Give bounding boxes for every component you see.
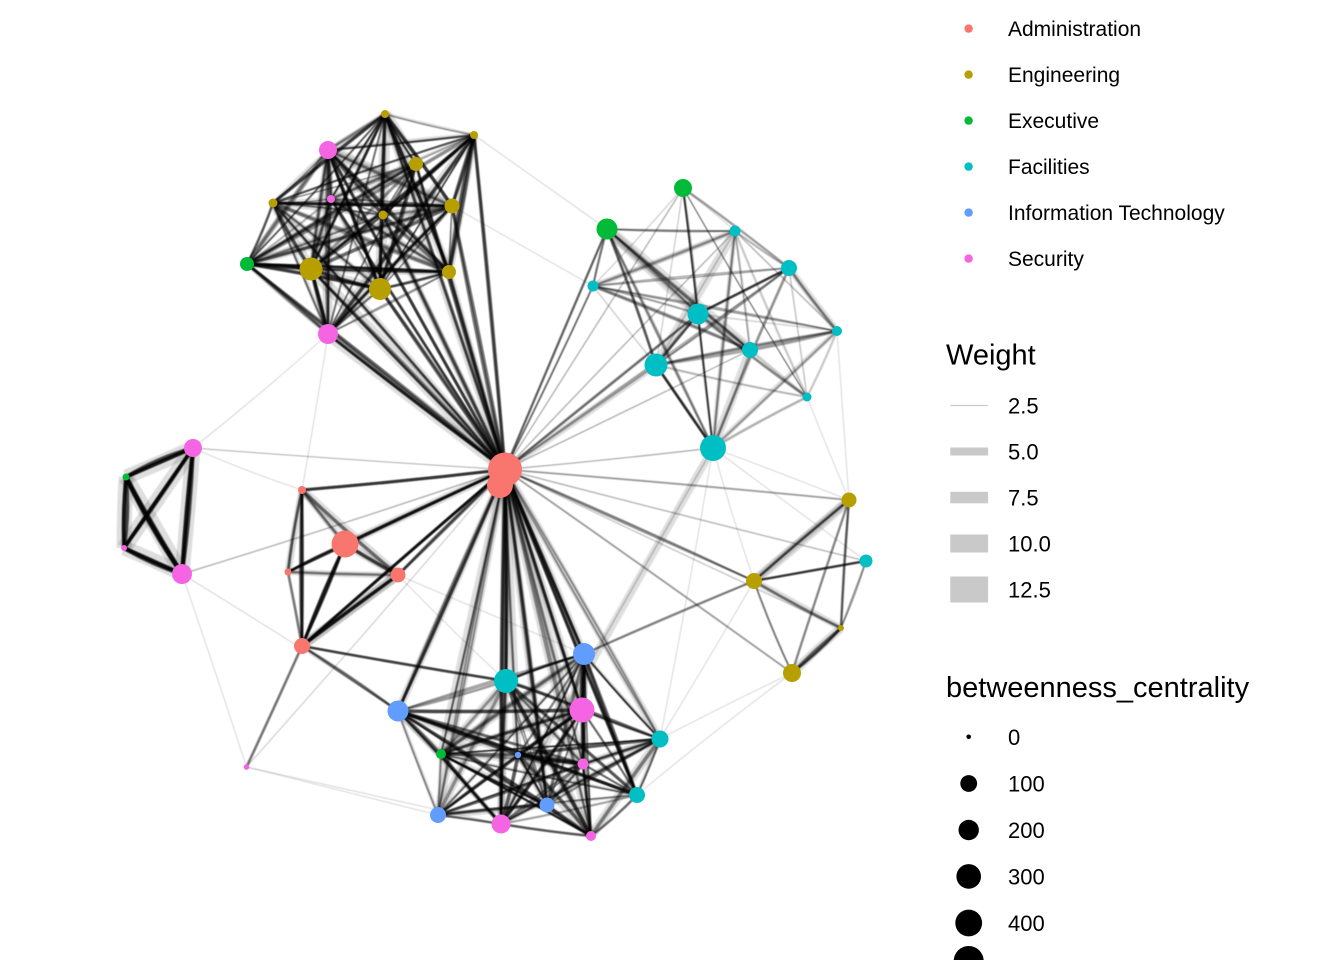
svg-text:5.0: 5.0 [1008, 440, 1039, 465]
svg-text:2.5: 2.5 [1008, 394, 1039, 419]
svg-text:Administration: Administration [1008, 18, 1141, 41]
svg-text:Weight: Weight [946, 340, 1036, 372]
svg-text:Security: Security [1008, 248, 1084, 271]
svg-text:Facilities: Facilities [1008, 156, 1090, 179]
svg-text:12.5: 12.5 [1008, 578, 1051, 603]
svg-text:200: 200 [1008, 818, 1045, 843]
svg-text:7.5: 7.5 [1008, 486, 1039, 511]
svg-text:Executive: Executive [1008, 110, 1099, 133]
svg-text:300: 300 [1008, 864, 1045, 889]
svg-text:10.0: 10.0 [1008, 532, 1051, 557]
svg-text:betweenness_centrality: betweenness_centrality [946, 672, 1250, 704]
svg-text:0: 0 [1008, 725, 1020, 750]
svg-text:Information Technology: Information Technology [1008, 202, 1225, 225]
svg-text:Engineering: Engineering [1008, 64, 1120, 87]
svg-text:100: 100 [1008, 772, 1045, 797]
svg-text:400: 400 [1008, 911, 1045, 936]
